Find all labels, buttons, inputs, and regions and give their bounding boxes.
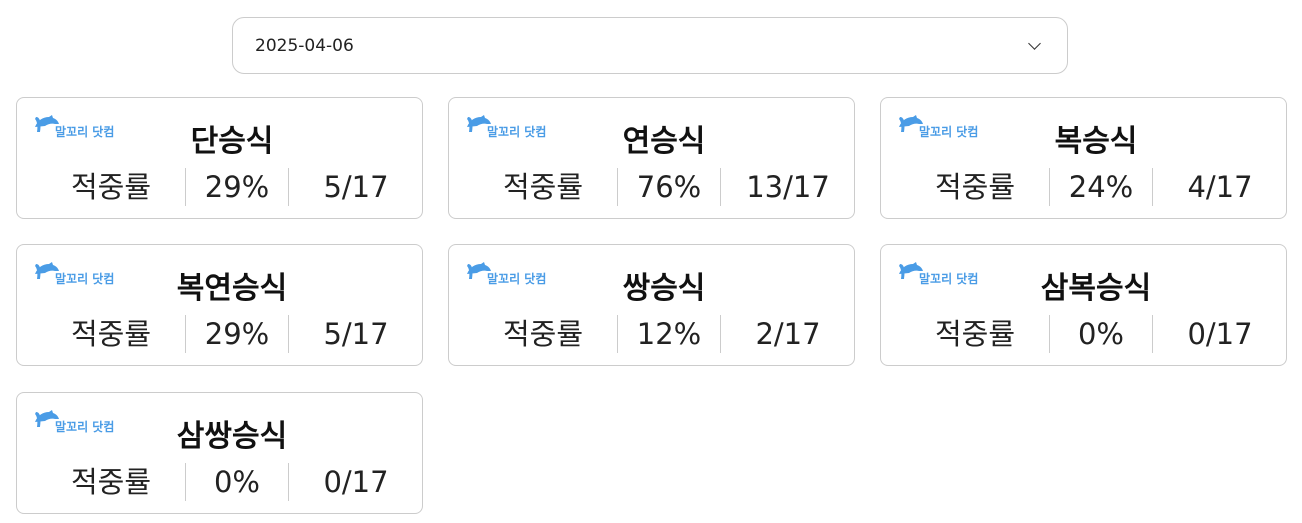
logo: 말꼬리 닷컴 bbox=[34, 262, 114, 287]
bet-type-card: 말꼬리 닷컴 쌍승식 적중률 12% 2/17 bbox=[448, 244, 855, 366]
horse-tail-icon bbox=[467, 117, 473, 132]
hit-rate-percent: 0% bbox=[1049, 315, 1153, 353]
horse-tail-icon bbox=[35, 264, 41, 279]
horse-tail-icon bbox=[899, 117, 905, 132]
horse-head-icon bbox=[35, 410, 59, 422]
hit-rate-label: 적중률 bbox=[70, 317, 152, 351]
stats-row: 적중률 76% 13/17 bbox=[449, 168, 854, 206]
horse-tail-icon bbox=[899, 264, 905, 279]
bet-type-card: 말꼬리 닷컴 복승식 적중률 24% 4/17 bbox=[880, 97, 1287, 219]
logo: 말꼬리 닷컴 bbox=[898, 115, 978, 140]
horse-head-icon bbox=[35, 262, 59, 274]
horse-head-icon bbox=[467, 115, 491, 127]
hit-count: 2/17 bbox=[755, 317, 821, 351]
date-select[interactable]: 2025-04-06 bbox=[232, 17, 1068, 74]
stats-row: 적중률 0% 0/17 bbox=[881, 315, 1286, 353]
bet-type-title: 삼쌍승식 bbox=[176, 419, 288, 454]
bet-type-title: 쌍승식 bbox=[622, 271, 706, 306]
stats-row: 적중률 29% 5/17 bbox=[17, 168, 422, 206]
hit-rate-percent: 76% bbox=[617, 168, 721, 206]
hit-rate-percent: 29% bbox=[185, 315, 289, 353]
hit-count: 5/17 bbox=[323, 170, 389, 204]
logo: 말꼬리 닷컴 bbox=[34, 410, 114, 435]
hit-rate-label: 적중률 bbox=[70, 465, 152, 499]
hit-rate-percent: 12% bbox=[617, 315, 721, 353]
date-select-value: 2025-04-06 bbox=[255, 35, 354, 56]
horse-tail-icon bbox=[35, 117, 41, 132]
stats-row: 적중률 0% 0/17 bbox=[17, 463, 422, 501]
bet-type-card: 말꼬리 닷컴 삼복승식 적중률 0% 0/17 bbox=[880, 244, 1287, 366]
hit-count: 5/17 bbox=[323, 317, 389, 351]
horse-head-icon bbox=[35, 115, 59, 127]
hit-count: 13/17 bbox=[746, 170, 830, 204]
hit-count: 4/17 bbox=[1187, 170, 1253, 204]
logo: 말꼬리 닷컴 bbox=[466, 262, 546, 287]
stats-row: 적중률 12% 2/17 bbox=[449, 315, 854, 353]
hit-rate-percent: 29% bbox=[185, 168, 289, 206]
hit-count: 0/17 bbox=[1187, 317, 1253, 351]
bet-type-card: 말꼬리 닷컴 복연승식 적중률 29% 5/17 bbox=[16, 244, 423, 366]
hit-rate-label: 적중률 bbox=[934, 170, 1016, 204]
hit-rate-label: 적중률 bbox=[70, 170, 152, 204]
bet-type-card: 말꼬리 닷컴 단승식 적중률 29% 5/17 bbox=[16, 97, 423, 219]
bet-type-title: 삼복승식 bbox=[1040, 271, 1152, 306]
hit-rate-percent: 24% bbox=[1049, 168, 1153, 206]
hit-rate-label: 적중률 bbox=[934, 317, 1016, 351]
bet-type-title: 연승식 bbox=[622, 124, 706, 159]
hit-count: 0/17 bbox=[323, 465, 389, 499]
bet-type-card: 말꼬리 닷컴 연승식 적중률 76% 13/17 bbox=[448, 97, 855, 219]
horse-head-icon bbox=[899, 262, 923, 274]
horse-head-icon bbox=[467, 262, 491, 274]
horse-tail-icon bbox=[467, 264, 473, 279]
hit-rate-label: 적중률 bbox=[502, 170, 584, 204]
hit-rate-label: 적중률 bbox=[502, 317, 584, 351]
stats-row: 적중률 29% 5/17 bbox=[17, 315, 422, 353]
logo: 말꼬리 닷컴 bbox=[466, 115, 546, 140]
hit-rate-percent: 0% bbox=[185, 463, 289, 501]
logo: 말꼬리 닷컴 bbox=[34, 115, 114, 140]
bet-type-title: 복승식 bbox=[1054, 124, 1138, 159]
chevron-down-icon bbox=[1028, 37, 1041, 50]
horse-head-icon bbox=[899, 115, 923, 127]
bet-type-title: 복연승식 bbox=[176, 271, 288, 306]
bet-type-card: 말꼬리 닷컴 삼쌍승식 적중률 0% 0/17 bbox=[16, 392, 423, 514]
logo: 말꼬리 닷컴 bbox=[898, 262, 978, 287]
bet-type-title: 단승식 bbox=[190, 124, 274, 159]
stats-row: 적중률 24% 4/17 bbox=[881, 168, 1286, 206]
horse-tail-icon bbox=[35, 412, 41, 427]
